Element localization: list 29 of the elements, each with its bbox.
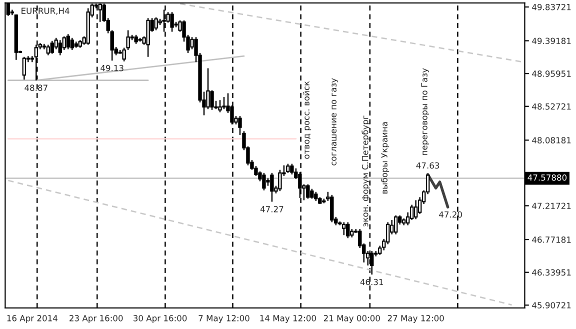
y-tick-label: 46.33951 [532, 269, 571, 276]
annotation: 49.13 [100, 64, 124, 72]
ref-line-label: 47.57880 [528, 174, 567, 181]
x-tick-label: 7 May 12:00 [198, 315, 250, 323]
annotation: 47.63 [416, 162, 440, 169]
y-tick-label: 48.95951 [532, 70, 571, 77]
annotation: переговоры по Газу [421, 68, 430, 155]
x-tick-label: 14 May 12:00 [260, 315, 316, 323]
y-tick-label: 48.08181 [532, 137, 571, 144]
annotation: выборы Украина [380, 122, 390, 194]
x-tick-label: 16 Apr 2014 [7, 315, 58, 323]
x-tick-label: 27 May 12:00 [388, 315, 444, 323]
annotation: экон. форум С.Петербург [362, 116, 370, 226]
annotation: соглашение по газу [332, 78, 338, 166]
y-tick-label: 46.77181 [532, 236, 571, 243]
annotation: 46.31 [360, 278, 384, 286]
annotation: отвод росс. войск [303, 81, 312, 159]
y-tick-label: 47.21721 [532, 202, 571, 209]
annotation: 47.20 [439, 211, 462, 218]
y-tick-label: 49.83721 [532, 4, 571, 10]
x-tick-label: 30 Apr 16:00 [134, 315, 187, 323]
text: EURRUR,H4 [22, 8, 70, 15]
y-tick-label: 48.52721 [532, 103, 571, 110]
x-tick-label: 21 May 00:00 [324, 315, 380, 323]
x-tick-label: 23 Apr 16:00 [70, 315, 123, 323]
annotation: 47.27 [260, 206, 284, 212]
y-tick-label: 45.90721 [532, 302, 571, 308]
annotation: 48.87 [24, 84, 48, 91]
y-tick-label: 49.39181 [532, 38, 571, 44]
